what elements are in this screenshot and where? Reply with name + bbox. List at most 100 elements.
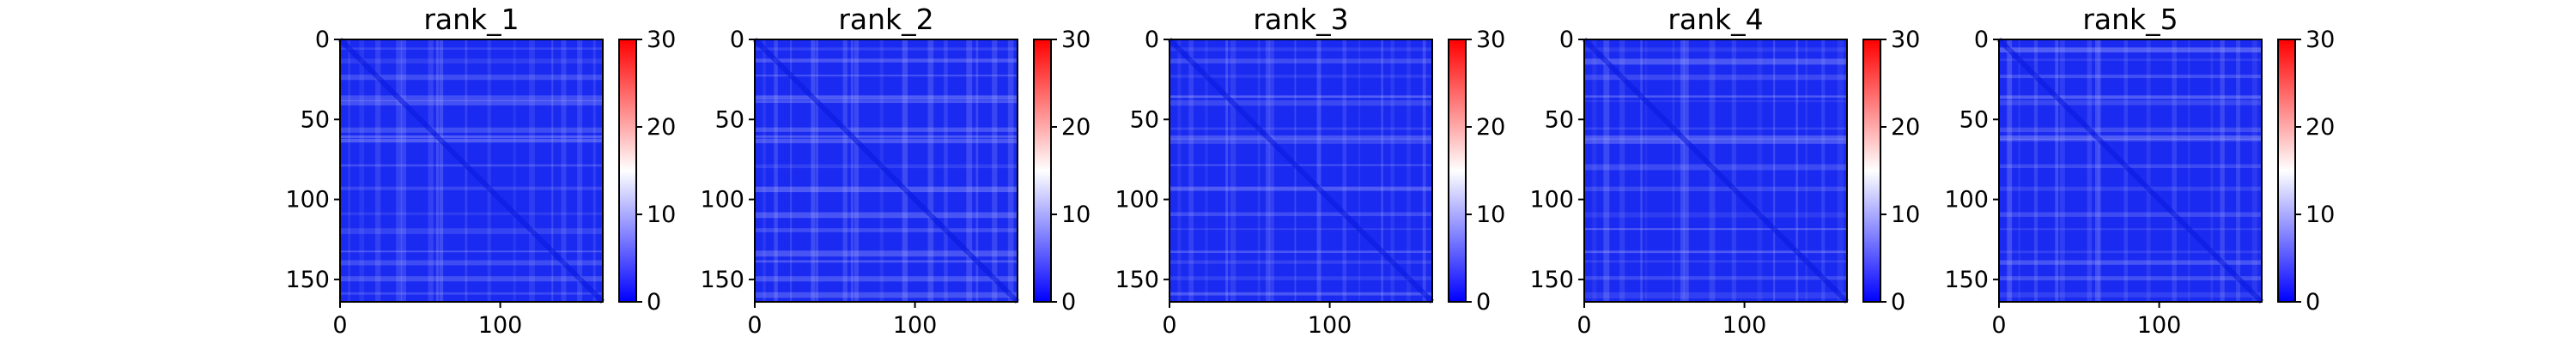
colorbar-frame — [1033, 39, 1052, 303]
heatmap-band-row — [1170, 75, 1432, 78]
heatmap-band-col — [1672, 39, 1675, 302]
heatmap-band-col — [1603, 39, 1610, 302]
heatmap-band-col — [439, 39, 444, 302]
colorbar-tick-label: 30 — [1476, 27, 1505, 53]
colorbar-tick-label: 20 — [1061, 114, 1091, 141]
heatmap-diagonal — [1167, 37, 1435, 304]
heatmap-band-col — [879, 39, 884, 302]
y-tick-label: 0 — [1559, 27, 1574, 53]
heatmap-band-col — [487, 39, 491, 302]
axes-frame — [754, 39, 1018, 303]
y-tick-label: 50 — [1959, 106, 1989, 133]
y-tick-label: 150 — [1529, 267, 1574, 293]
heatmap-band-row — [1999, 138, 2262, 142]
heatmap-band-row — [340, 212, 603, 215]
colorbar-tick-label: 30 — [2306, 27, 2335, 53]
heatmap-diagonal — [1996, 37, 2264, 304]
axes-frame — [339, 39, 604, 303]
heatmap-band-row — [755, 127, 1018, 132]
colorbar-tick-label: 30 — [647, 27, 676, 53]
heatmap-band-row — [1584, 292, 1847, 299]
heatmap-band-row — [340, 260, 603, 266]
heatmap-band-row — [1170, 58, 1432, 64]
heatmap-band-row — [1999, 292, 2262, 298]
heatmap-band-col — [1230, 39, 1236, 302]
heatmap-band-row — [755, 75, 1018, 77]
heatmap-band-row — [1999, 186, 2262, 191]
heatmap-band-col — [1683, 39, 1689, 302]
colorbar — [619, 39, 636, 302]
y-tick-label: 100 — [1115, 187, 1159, 214]
heatmap-band-row — [340, 292, 603, 295]
chart-title: rank_4 — [1668, 3, 1763, 36]
y-tick-label: 50 — [301, 106, 330, 133]
colorbar-tick-label: 0 — [1891, 289, 1905, 316]
heatmap-band-col — [577, 39, 583, 302]
colorbar-frame — [1448, 39, 1467, 303]
heatmap-band-col — [2172, 39, 2177, 302]
colorbar — [1449, 39, 1466, 302]
heatmap-band-row — [1584, 228, 1847, 231]
colorbar-tick-label: 10 — [1476, 202, 1505, 228]
heatmap-band-col — [927, 39, 934, 302]
heatmap-diagonal — [752, 37, 1020, 304]
heatmap-band-col — [1406, 39, 1411, 302]
heatmap-band-col — [1731, 39, 1736, 302]
heatmap-band-row — [1999, 95, 2262, 99]
y-tick-label: 0 — [1974, 27, 1989, 53]
heatmap-band-col — [1294, 39, 1297, 302]
heatmap-band-row — [1999, 212, 2262, 217]
heatmap-band-row — [1584, 75, 1847, 81]
heatmap-diagonal — [337, 37, 605, 304]
heatmap-band-col — [2251, 39, 2257, 302]
heatmap-band-row — [755, 276, 1018, 282]
heatmap-band-row — [1170, 212, 1432, 217]
heatmap-band-col — [790, 39, 793, 302]
heatmap-band-col — [811, 39, 816, 302]
y-tick-label: 0 — [1145, 27, 1159, 53]
heatmap-band-col — [1390, 39, 1394, 302]
heatmap-band-col — [2059, 39, 2065, 302]
heatmap-band-col — [513, 39, 516, 302]
heatmap-band-col — [375, 39, 381, 302]
colorbar-tick-label: 0 — [2306, 289, 2320, 316]
x-tick-label: 0 — [1162, 312, 1176, 339]
heatmap-band-col — [762, 39, 766, 302]
colorbar-frame — [1862, 39, 1881, 303]
colorbar-tick-label: 0 — [647, 289, 661, 316]
heatmap-band-row — [340, 75, 603, 81]
axes-frame — [1583, 39, 1848, 303]
colorbar-tick-label: 0 — [1061, 289, 1076, 316]
heatmap-band-row — [1170, 250, 1432, 254]
heatmap-band-col — [854, 39, 860, 302]
x-tick-label: 0 — [332, 312, 347, 339]
heatmap-band-col — [1795, 39, 1799, 302]
y-tick-label: 150 — [1944, 267, 1989, 293]
heatmap-band-col — [966, 39, 973, 302]
heatmap-band-col — [1225, 39, 1229, 302]
heatmap-band-row — [1584, 95, 1847, 98]
heatmap-band-col — [1316, 39, 1321, 302]
heatmap-band-row — [1999, 135, 2262, 141]
y-tick-label: 0 — [730, 27, 744, 53]
x-tick-label: 0 — [747, 312, 762, 339]
heatmap-band-col — [1422, 39, 1426, 302]
heatmap-band-col — [2123, 39, 2129, 302]
colorbar-tick-label: 20 — [1476, 114, 1505, 141]
chart-title: rank_1 — [423, 3, 519, 36]
heatmap-band-row — [755, 138, 1018, 144]
y-tick-label: 50 — [1545, 106, 1574, 133]
heatmap-band-row — [340, 228, 603, 234]
heatmap-band-col — [1837, 39, 1844, 302]
heatmap-band-row — [755, 99, 1018, 104]
heatmap-band-row — [755, 260, 1018, 263]
heatmap-band-col — [1188, 39, 1194, 302]
heatmap-band-col — [1177, 39, 1182, 302]
heatmap-band-col — [975, 39, 979, 302]
heatmap-band-row — [1584, 138, 1847, 144]
heatmap-band-row — [1584, 127, 1847, 130]
colorbar-frame — [618, 39, 637, 303]
heatmap-band-col — [1821, 39, 1826, 302]
